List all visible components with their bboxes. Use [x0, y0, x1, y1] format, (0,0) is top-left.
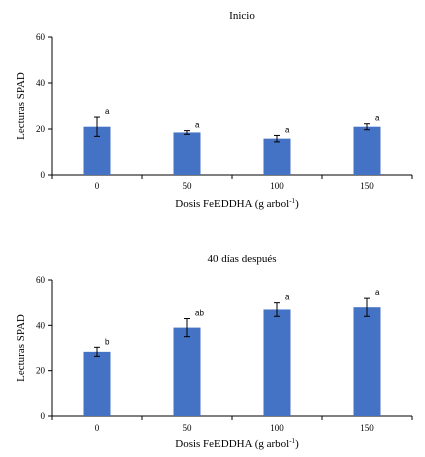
significance-label: a [285, 293, 290, 302]
x-tick-label: 150 [360, 181, 374, 191]
x-tick-label: 0 [95, 423, 100, 433]
y-tick-label: 0 [41, 411, 46, 421]
chart-panel-1: Inicio 0 20 40 60 a 0 a 50 a 100 a 150 Dosis FeEDDHA … [15, 10, 413, 210]
significance-label: a [105, 107, 110, 116]
y-tick-label: 60 [36, 275, 46, 285]
y-tick-label: 40 [36, 320, 46, 330]
significance-label: a [375, 114, 380, 123]
y-tick-label: 20 [36, 366, 46, 376]
y-tick-label: 20 [36, 124, 46, 134]
bar-0 [83, 351, 111, 416]
x-axis-label-end: ) [295, 438, 299, 450]
x-tick-label: 0 [95, 181, 100, 191]
bar-100 [263, 309, 291, 416]
chart-panel-2: 40 días después 0 20 40 60 b 0 ab 50 a 100 a 150 Dosi… [15, 253, 413, 450]
y-tick-label: 60 [36, 32, 46, 42]
y-tick-label: 0 [41, 170, 46, 180]
x-axis-label-main: Dosis FeEDDHA (g arbol [175, 438, 289, 450]
x-tick-label: 100 [270, 423, 284, 433]
y-axis-label: Lecturas SPAD [15, 72, 27, 140]
significance-label: a [285, 125, 290, 134]
x-tick-label: 150 [360, 423, 374, 433]
significance-label: ab [195, 309, 204, 318]
x-axis-label: Dosis FeEDDHA (g arbol-1) [175, 197, 299, 210]
bar-50 [173, 132, 201, 175]
chart-title: Inicio [229, 10, 255, 22]
significance-label: a [375, 288, 380, 297]
x-axis-label: Dosis FeEDDHA (g arbol-1) [175, 437, 299, 450]
bar-50 [173, 327, 201, 416]
significance-label: a [195, 121, 200, 130]
x-tick-label: 100 [270, 181, 284, 191]
x-axis-label-sup: -1 [289, 197, 295, 205]
x-axis-label-main: Dosis FeEDDHA (g arbol [175, 198, 289, 210]
y-tick-label: 40 [36, 78, 46, 88]
bar-150 [353, 126, 381, 175]
y-axis-label: Lecturas SPAD [15, 314, 27, 382]
x-axis-label-sup: -1 [289, 437, 295, 445]
x-tick-label: 50 [183, 423, 193, 433]
bar-150 [353, 307, 381, 416]
significance-label: b [105, 337, 110, 346]
x-tick-label: 50 [183, 181, 193, 191]
x-axis-label-end: ) [295, 198, 299, 210]
bar-100 [263, 138, 291, 175]
chart-title: 40 días después [207, 253, 276, 265]
